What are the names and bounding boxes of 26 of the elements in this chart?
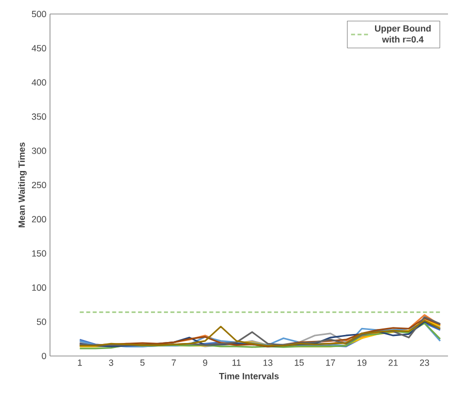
x-tick-label: 7: [172, 360, 176, 366]
y-tick-label: 350: [32, 113, 46, 120]
x-tick-label: 11: [232, 360, 241, 366]
y-tick-label: 450: [32, 45, 46, 52]
x-axis-title: Time Intervals: [219, 372, 279, 380]
x-tick-label: 19: [358, 360, 366, 366]
y-tick-label: 500: [32, 10, 46, 18]
y-axis-title: Mean Waiting Times: [18, 142, 27, 228]
y-tick-label: 0: [42, 352, 46, 360]
y-tick-label: 200: [32, 216, 46, 222]
legend-label: Upper Bound with r=0.4: [375, 25, 431, 43]
x-tick-label: 17: [326, 360, 336, 366]
x-tick-label: 5: [140, 360, 145, 366]
x-tick-label: 1: [78, 360, 82, 366]
y-tick-label: 100: [32, 284, 46, 291]
y-tick-label: 50: [36, 318, 46, 325]
y-tick-label: 150: [32, 250, 46, 257]
x-tick-label: 15: [294, 360, 304, 366]
x-tick-label: 13: [264, 360, 272, 366]
y-tick-label: 250: [32, 182, 46, 188]
x-tick-label: 21: [388, 360, 398, 366]
x-tick-label: 23: [420, 360, 430, 366]
x-tick-label: 3: [108, 360, 114, 366]
y-tick-label: 400: [32, 79, 46, 86]
x-tick-label: 9: [203, 360, 208, 366]
y-tick-label: 300: [32, 148, 46, 154]
